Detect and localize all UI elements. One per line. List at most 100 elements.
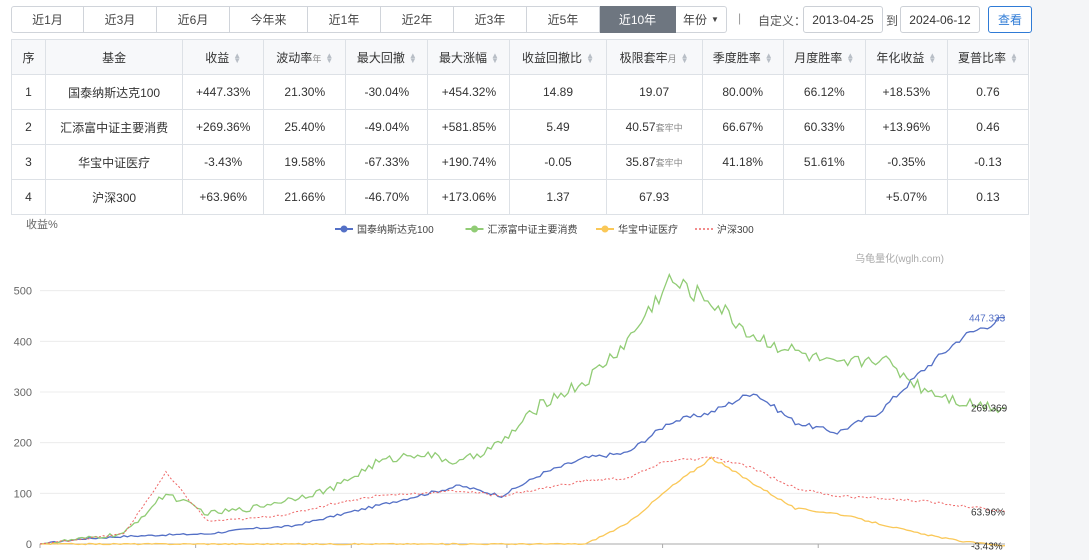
series-line <box>40 456 1006 547</box>
header-volatility-label: 波动率 <box>276 50 313 65</box>
legend-marker <box>601 225 609 233</box>
cell-return: +63.96% <box>182 179 265 215</box>
period-3y-button[interactable]: 近3年 <box>454 6 527 33</box>
cell-trapped: 40.57套牢中 <box>605 109 703 145</box>
sort-icon: ▲ ▼ <box>408 51 417 66</box>
cell-sharpe: 0.76 <box>946 74 1030 110</box>
cell-max-rise: +190.74% <box>427 144 511 180</box>
legend-label: 华宝中证医疗 <box>618 223 678 236</box>
view-button[interactable]: 查看 <box>988 6 1032 33</box>
period-1m-button[interactable]: 近1月 <box>11 6 84 33</box>
page-right-background <box>1030 0 1089 560</box>
header-fund: 基金 <box>45 39 184 75</box>
cell-sharpe: 0.46 <box>946 109 1030 145</box>
period-ytd-button[interactable]: 今年来 <box>230 6 308 33</box>
header-return[interactable]: 收益 ▲ ▼ <box>182 39 265 75</box>
cell-max-drawdown: -46.70% <box>345 179 429 215</box>
to-label: 到 <box>886 14 899 28</box>
cell-volatility: 19.58% <box>263 144 347 180</box>
header-return-drawdown-ratio[interactable]: 收益回撤比 ▲ ▼ <box>509 39 607 75</box>
sort-icon: ▲ ▼ <box>490 51 499 66</box>
y-tick-label: 500 <box>14 286 32 298</box>
fund-comparison-table: 序 基金 收益 ▲ ▼ 波动率年 ▲ ▼ 最大回撤 ▲ ▼ 最大涨幅 ▲ ▼ 收益回撤比 ▲ ▼ 极… <box>10 39 1030 215</box>
cell-max-drawdown: -49.04% <box>345 109 429 145</box>
period-5y-button[interactable]: 近5年 <box>527 6 600 33</box>
header-max-drawdown-label: 最大回撤 <box>356 50 405 65</box>
header-max-rise-label: 最大涨幅 <box>438 50 487 65</box>
sort-icon: ▲ ▼ <box>764 51 773 66</box>
header-volatility[interactable]: 波动率年 ▲ ▼ <box>263 39 347 75</box>
cell-annual-return: +5.07% <box>864 179 948 215</box>
header-month-win[interactable]: 月度胜率 ▲ ▼ <box>782 39 866 75</box>
cell-volatility: 21.30% <box>263 74 347 110</box>
cell-index: 3 <box>10 144 47 180</box>
fund-link[interactable]: 汇添富中证主要消费 <box>45 109 184 145</box>
watermark: 乌龟量化(wglh.com) <box>855 252 944 265</box>
series-line <box>39 272 1006 545</box>
header-quarter-win-label: 季度胜率 <box>712 50 761 65</box>
series-end-label: -3.43% <box>971 542 1003 553</box>
cell-sharpe: -0.13 <box>946 144 1030 180</box>
cell-max-rise: +173.06% <box>427 179 511 215</box>
table-header-row: 序 基金 收益 ▲ ▼ 波动率年 ▲ ▼ 最大回撤 ▲ ▼ 最大涨幅 ▲ ▼ 收益回撤比 ▲ ▼ 极… <box>10 39 1030 75</box>
series-line <box>39 316 1005 545</box>
cell-month-win <box>782 179 866 215</box>
fund-link[interactable]: 国泰纳斯达克100 <box>45 74 184 110</box>
sort-icon: ▲ ▼ <box>846 51 855 66</box>
cell-return-drawdown-ratio: 1.37 <box>509 179 607 215</box>
cell-return: +447.33% <box>182 74 265 110</box>
period-6m-button[interactable]: 近6月 <box>157 6 230 33</box>
series-line <box>39 456 1006 545</box>
fund-link[interactable]: 华宝中证医疗 <box>45 144 184 180</box>
cell-trapped-value: 19.07 <box>639 85 670 99</box>
return-line-chart: 收益% 乌龟量化(wglh.com) 0 100 200 300 400 500 国泰纳斯… <box>14 217 1008 553</box>
cell-trapped-note: 套牢中 <box>655 158 683 168</box>
series-end-label: 269.369 <box>971 404 1008 415</box>
cell-annual-return: +18.53% <box>864 74 948 110</box>
cell-annual-return: -0.35% <box>864 144 948 180</box>
header-max-rise[interactable]: 最大涨幅 ▲ ▼ <box>427 39 511 75</box>
cell-month-win: 60.33% <box>782 109 866 145</box>
period-10y-button[interactable]: 近10年 <box>600 6 676 33</box>
y-tick-label: 300 <box>14 387 32 399</box>
period-3m-button[interactable]: 近3月 <box>84 6 157 33</box>
cell-index: 2 <box>10 109 47 145</box>
series-end-label: 63.96% <box>971 508 1005 519</box>
year-dropdown[interactable]: 年份 ▼ <box>676 6 727 33</box>
cell-return: -3.43% <box>182 144 265 180</box>
cell-return-drawdown-ratio: -0.05 <box>509 144 607 180</box>
series-end-label: 447.333 <box>969 314 1006 325</box>
y-tick-label: 200 <box>14 438 32 450</box>
header-max-drawdown[interactable]: 最大回撤 ▲ ▼ <box>345 39 429 75</box>
header-annual-return[interactable]: 年化收益 ▲ ▼ <box>864 39 948 75</box>
header-trapped[interactable]: 极限套牢月 ▲ ▼ <box>605 39 703 75</box>
y-tick-label: 400 <box>14 336 32 348</box>
fund-link[interactable]: 沪深300 <box>45 179 184 215</box>
period-2y-button[interactable]: 近2年 <box>381 6 454 33</box>
sort-icon: ▲ ▼ <box>586 51 594 66</box>
cell-trapped-value: 40.57 <box>625 120 656 134</box>
legend-marker <box>471 225 478 233</box>
table-row: 2 汇添富中证主要消费 +269.36% 25.40% -49.04% +581… <box>10 109 1030 145</box>
sort-icon: ▲ ▼ <box>1009 51 1018 66</box>
period-selector: 近1月 近3月 近6月 今年来 近1年 近2年 近3年 近5年 近10年 年份 … <box>11 6 727 33</box>
cell-trapped: 67.93 <box>605 179 703 215</box>
header-sharpe[interactable]: 夏普比率 ▲ ▼ <box>946 39 1030 75</box>
period-1y-button[interactable]: 近1年 <box>308 6 381 33</box>
start-date-input[interactable] <box>803 6 883 33</box>
y-tick-label: 100 <box>14 488 32 500</box>
header-trapped-label: 极限套牢 <box>619 50 668 65</box>
cell-return: +269.36% <box>182 109 265 145</box>
cell-return-drawdown-ratio: 14.89 <box>509 74 607 110</box>
header-volatility-unit: 年 <box>312 53 322 64</box>
table-row: 3 华宝中证医疗 -3.43% 19.58% -67.33% +190.74% … <box>10 144 1030 180</box>
cell-max-rise: +454.32% <box>427 74 511 110</box>
end-date-input[interactable] <box>900 6 980 33</box>
cell-quarter-win: 66.67% <box>701 109 784 145</box>
cell-trapped-value: 35.87 <box>625 155 656 169</box>
header-annual-label: 年化收益 <box>876 50 925 65</box>
header-index: 序 <box>10 39 47 75</box>
header-trapped-unit: 月 <box>667 53 677 64</box>
cell-trapped-value: 67.93 <box>639 190 670 204</box>
header-quarter-win[interactable]: 季度胜率 ▲ ▼ <box>701 39 784 75</box>
